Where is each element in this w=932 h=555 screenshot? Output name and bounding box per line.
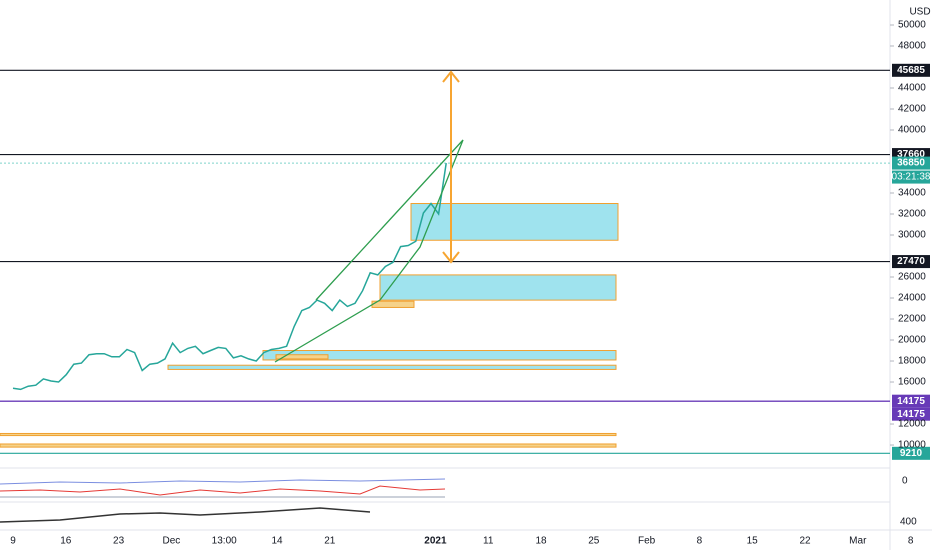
y-tick-label: 26000 [898, 272, 926, 283]
x-tick-label: 14 [271, 536, 283, 547]
x-tick-label: 11 [483, 536, 494, 547]
y-tick-label: 22000 [898, 314, 926, 325]
y-tick-label: 40000 [898, 125, 926, 136]
indicator-axis-label: 400 [900, 517, 917, 528]
zone [262, 350, 617, 361]
indicator-axis-label: 0 [902, 476, 908, 487]
plot [12, 162, 447, 391]
y-tick-label: 10000 [898, 440, 926, 451]
y-tick-label: 30000 [898, 230, 926, 241]
arrow-head [442, 251, 460, 264]
x-tick-label: 23 [113, 536, 125, 547]
x-tick-label: 21 [324, 536, 336, 547]
level-label: 9210 [900, 448, 923, 459]
level-label: 37660 [897, 149, 925, 160]
x-tick-label: 16 [60, 536, 72, 547]
x-tick-label: 22 [799, 536, 811, 547]
level-label: 27470 [897, 256, 925, 267]
level-tag [892, 156, 930, 170]
y-tick-label: 20000 [898, 335, 926, 346]
x-tick-label: Feb [638, 536, 656, 547]
level-tag [892, 446, 930, 460]
indicator-line [0, 485, 446, 496]
x-tick-label: 2021 [424, 536, 447, 547]
level-label: 45685 [897, 65, 925, 76]
countdown-tag [892, 170, 930, 184]
currency-label: USD [909, 7, 930, 18]
level-tag [892, 255, 930, 269]
y-tick-label: 32000 [898, 209, 926, 220]
y-tick-label: 34000 [898, 188, 926, 199]
x-tick-label: Dec [163, 536, 181, 547]
y-tick-label: 16000 [898, 377, 926, 388]
x-tick-label: 18 [535, 536, 547, 547]
zone [379, 274, 617, 301]
y-tick-label: 18000 [898, 356, 926, 367]
zone [371, 300, 415, 308]
x-tick-label: 25 [588, 536, 600, 547]
zone [0, 432, 617, 437]
indicator-line [0, 478, 446, 485]
wedge-pattern [274, 139, 464, 363]
zone [410, 203, 619, 241]
indicator-line [0, 507, 371, 523]
level-tag [892, 394, 930, 408]
level-label: 14175 [897, 396, 925, 407]
countdown: 03:21:38 [892, 172, 931, 183]
x-tick-label: 13:00 [212, 536, 237, 547]
zone [0, 443, 617, 448]
level-label: 36850 [897, 158, 925, 169]
level-tag [892, 63, 930, 77]
x-tick-label: 8 [697, 536, 703, 547]
zones [0, 203, 619, 448]
zone [167, 364, 617, 370]
y-tick-label: 44000 [898, 83, 926, 94]
level-tag [892, 407, 930, 421]
x-tick-label: 8 [908, 536, 914, 547]
x-tick-label: Mar [849, 536, 867, 547]
level-label: 14175 [897, 409, 925, 420]
y-tick-label: 42000 [898, 104, 926, 115]
price-line [12, 162, 447, 391]
zone [275, 354, 329, 360]
y-tick-label: 48000 [898, 41, 926, 52]
arrow-head [442, 70, 460, 83]
y-tick-label: 24000 [898, 293, 926, 304]
y-tick-label: 50000 [898, 20, 926, 31]
y-tick-label: 12000 [898, 419, 926, 430]
x-tick-label: 9 [10, 536, 16, 547]
x-tick-label: 15 [747, 536, 759, 547]
